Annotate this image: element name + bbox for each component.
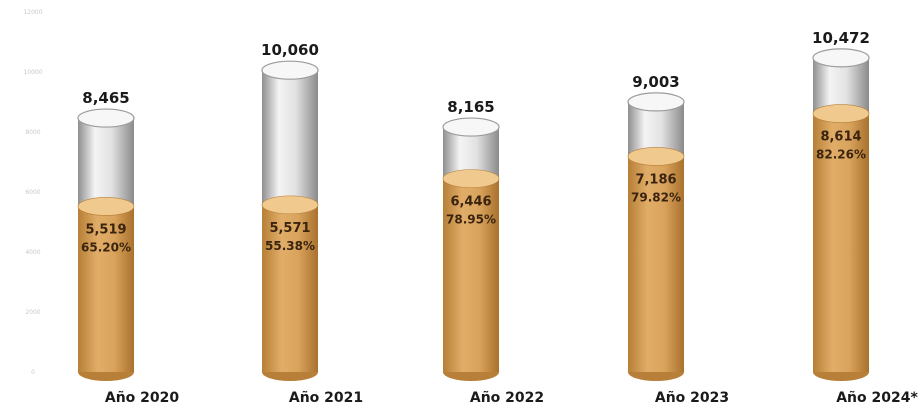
cylinder-top-1 — [78, 109, 134, 127]
filled-segment-4 — [628, 156, 684, 372]
total-label-5: 10,472 — [812, 29, 870, 47]
filled-top-2 — [262, 196, 318, 214]
filled-label-1: 5,519 — [85, 222, 126, 237]
category-label-5: Año 2024* — [836, 390, 918, 406]
cylinder-top-3 — [443, 118, 499, 136]
filled-top-3 — [443, 170, 499, 188]
percent-label-1: 65.20% — [81, 240, 131, 254]
total-label-2: 10,060 — [261, 41, 319, 59]
cylinder-top-4 — [628, 93, 684, 111]
percent-label-3: 78.95% — [446, 213, 496, 227]
y-tick-label-3: 6000 — [25, 189, 40, 196]
percent-label-5: 82.26% — [816, 148, 866, 162]
cylinder-bar-4 — [628, 93, 684, 381]
filled-top-5 — [813, 105, 869, 123]
cylinder-top-5 — [813, 49, 869, 67]
filled-top-1 — [78, 197, 134, 215]
y-tick-label-0: 0 — [31, 369, 35, 376]
category-label-3: Año 2022 — [470, 390, 544, 406]
category-label-4: Año 2023 — [655, 390, 729, 406]
y-tick-label-5: 10000 — [23, 69, 42, 76]
y-axis: 0 2000 4000 6000 8000 10000 12000 — [23, 9, 42, 376]
y-tick-label-6: 12000 — [23, 9, 42, 16]
total-label-1: 8,465 — [82, 89, 129, 107]
filled-label-5: 8,614 — [820, 130, 861, 145]
percent-label-4: 79.82% — [631, 190, 681, 204]
filled-label-4: 7,186 — [635, 172, 676, 187]
cylinder-bar-5 — [813, 49, 869, 381]
filled-top-4 — [628, 147, 684, 165]
filled-label-2: 5,571 — [269, 221, 310, 236]
total-label-3: 8,165 — [447, 98, 494, 116]
total-label-4: 9,003 — [632, 73, 679, 91]
unfilled-segment-2 — [262, 70, 318, 205]
unfilled-segment-1 — [78, 118, 134, 206]
filled-label-3: 6,446 — [450, 195, 491, 210]
cylinder-top-2 — [262, 61, 318, 79]
percent-label-2: 55.38% — [265, 239, 315, 253]
y-tick-label-4: 8000 — [25, 129, 40, 136]
cylinder-bar-3 — [443, 118, 499, 381]
y-tick-label-1: 2000 — [25, 309, 40, 316]
category-label-1: Año 2020 — [105, 390, 180, 406]
y-tick-label-2: 4000 — [25, 249, 40, 256]
labels-group: 8,465 5,519 65.20% Año 2020 10,060 5,571 55.38… — [81, 29, 918, 406]
category-label-2: Año 2021 — [289, 390, 363, 406]
